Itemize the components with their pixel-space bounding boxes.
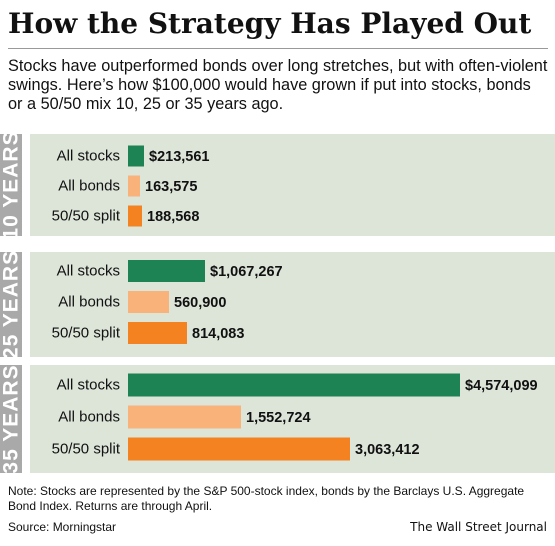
category-label: All stocks — [57, 263, 120, 280]
data-label: $4,574,099 — [465, 378, 538, 394]
category-label: All bonds — [58, 294, 120, 311]
section-label: 25 YEARS — [0, 250, 23, 359]
data-label: 163,575 — [145, 179, 197, 195]
bar — [128, 260, 205, 282]
chart-subtitle: Stocks have outperformed bonds over long… — [8, 57, 548, 113]
category-label: 50/50 split — [52, 208, 121, 225]
data-label: $1,067,267 — [210, 264, 283, 280]
data-label: $213,561 — [149, 149, 209, 165]
category-label: All bonds — [58, 409, 120, 426]
bar — [128, 205, 142, 227]
chart-panel — [30, 134, 555, 236]
bar — [128, 437, 350, 461]
section-label-bar — [0, 252, 22, 357]
category-label: 50/50 split — [52, 441, 121, 458]
publication-credit: The Wall Street Journal — [410, 520, 547, 534]
chart-panel — [30, 252, 555, 357]
chart-source: Source: Morningstar — [8, 520, 117, 534]
data-label: 188,568 — [147, 209, 199, 225]
section-label: 35 YEARS — [0, 364, 23, 473]
category-label: All stocks — [57, 377, 120, 394]
chart-title: How the Strategy Has Played Out — [8, 7, 532, 40]
title-divider — [8, 48, 548, 49]
bar — [128, 145, 144, 167]
section-label-bar — [0, 134, 22, 236]
category-label: All stocks — [57, 148, 120, 165]
section-label-bar — [0, 365, 22, 473]
category-label: 50/50 split — [52, 325, 121, 342]
chart-note: Note: Stocks are represented by the S&P … — [8, 484, 525, 513]
section-label: 10 YEARS — [0, 130, 23, 239]
data-label: 560,900 — [174, 295, 226, 311]
bar — [128, 175, 140, 197]
bar — [128, 322, 187, 344]
data-label: 1,552,724 — [246, 410, 311, 426]
data-label: 3,063,412 — [355, 442, 420, 458]
bar — [128, 405, 241, 429]
data-label: 814,083 — [192, 326, 244, 342]
bar — [128, 373, 460, 397]
category-label: All bonds — [58, 178, 120, 195]
bar — [128, 291, 169, 313]
